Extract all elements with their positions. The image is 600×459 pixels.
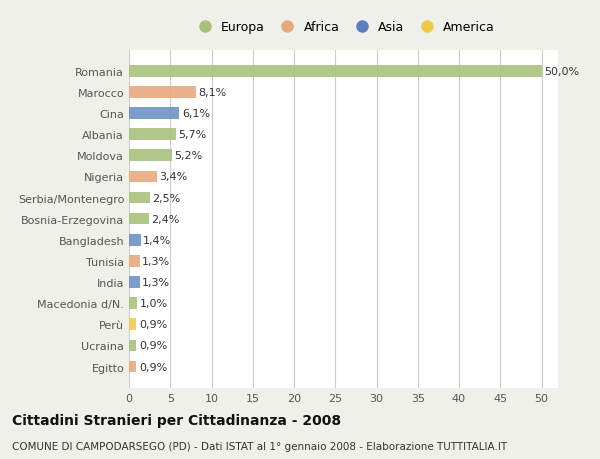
Text: 2,5%: 2,5%	[152, 193, 181, 203]
Text: 8,1%: 8,1%	[198, 88, 227, 98]
Text: 0,9%: 0,9%	[139, 341, 167, 351]
Bar	[129, 129, 176, 140]
Bar	[129, 150, 172, 162]
Text: 2,4%: 2,4%	[151, 214, 179, 224]
Text: Cittadini Stranieri per Cittadinanza - 2008: Cittadini Stranieri per Cittadinanza - 2…	[12, 413, 341, 427]
Bar	[129, 192, 149, 204]
Bar	[129, 235, 140, 246]
Text: 5,7%: 5,7%	[179, 130, 207, 140]
Bar	[129, 66, 542, 78]
Text: 1,0%: 1,0%	[140, 298, 168, 308]
Legend: Europa, Africa, Asia, America: Europa, Africa, Asia, America	[187, 16, 500, 39]
Bar	[129, 213, 149, 225]
Text: 3,4%: 3,4%	[160, 172, 188, 182]
Bar	[129, 87, 196, 99]
Text: 5,2%: 5,2%	[175, 151, 203, 161]
Bar	[129, 319, 136, 330]
Bar	[129, 171, 157, 183]
Text: 0,9%: 0,9%	[139, 319, 167, 330]
Bar	[129, 340, 136, 352]
Text: 1,3%: 1,3%	[142, 277, 170, 287]
Text: 1,3%: 1,3%	[142, 256, 170, 266]
Bar	[129, 361, 136, 373]
Text: 0,9%: 0,9%	[139, 362, 167, 372]
Text: COMUNE DI CAMPODARSEGO (PD) - Dati ISTAT al 1° gennaio 2008 - Elaborazione TUTTI: COMUNE DI CAMPODARSEGO (PD) - Dati ISTAT…	[12, 441, 507, 451]
Bar	[129, 277, 140, 288]
Text: 1,4%: 1,4%	[143, 235, 171, 245]
Text: 6,1%: 6,1%	[182, 109, 210, 119]
Bar	[129, 256, 140, 267]
Bar	[129, 108, 179, 120]
Text: 50,0%: 50,0%	[544, 67, 579, 77]
Bar	[129, 298, 137, 309]
